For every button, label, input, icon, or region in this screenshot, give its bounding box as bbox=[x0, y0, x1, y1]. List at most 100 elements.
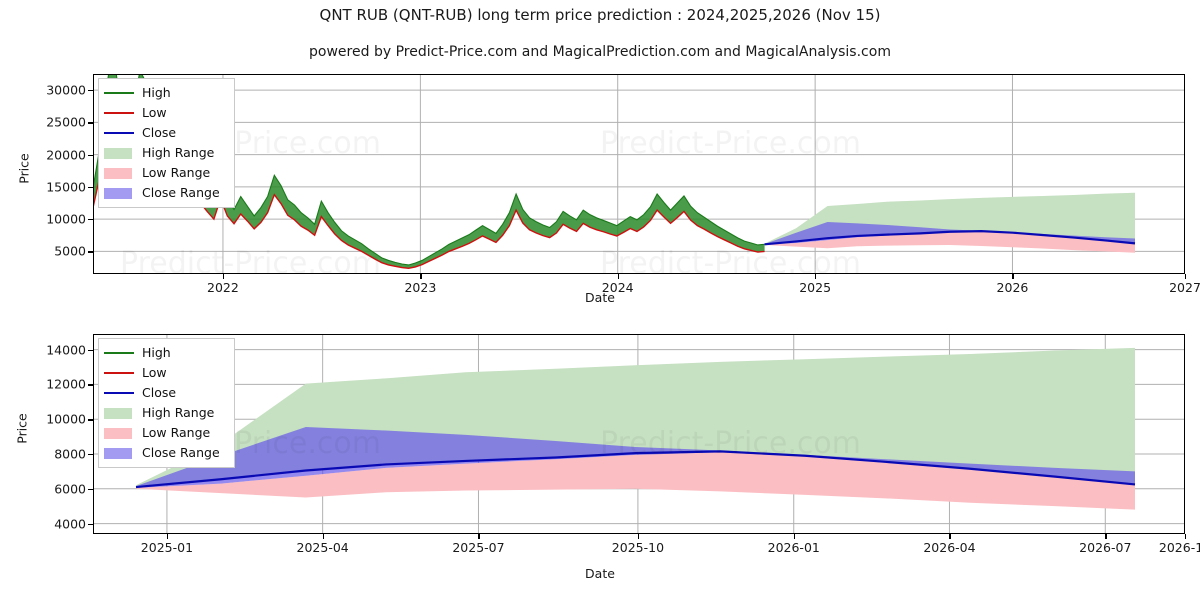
legend-swatch-icon bbox=[104, 426, 134, 440]
history-highlow-band bbox=[93, 74, 765, 269]
legend-item-label: High bbox=[142, 344, 171, 360]
y-tick-label: 12000 bbox=[46, 376, 86, 392]
x-tick-label: 2025-07 bbox=[452, 540, 505, 555]
legend-item-high: High bbox=[104, 83, 228, 103]
legend-item-label: Close Range bbox=[142, 184, 220, 200]
legend-item-label: Low bbox=[142, 104, 167, 120]
x-tick-mark bbox=[1185, 274, 1187, 279]
y-tick-label: 15000 bbox=[46, 179, 86, 195]
y-tick-mark bbox=[88, 90, 93, 92]
x-tick-label: 2026-01 bbox=[767, 540, 820, 555]
close-range-band bbox=[136, 427, 1135, 488]
y-tick-mark bbox=[88, 454, 93, 456]
legend-item-label: High Range bbox=[142, 144, 215, 160]
legend-item-low-range: Low Range bbox=[104, 423, 228, 443]
legend-item-label: Close bbox=[142, 124, 177, 140]
y-tick-mark bbox=[88, 251, 93, 253]
legend-item-label: High bbox=[142, 84, 171, 100]
x-tick-label: 2027 bbox=[1169, 280, 1200, 295]
y-tick-label: 10000 bbox=[46, 211, 86, 227]
overview-x-axis-label: Date bbox=[585, 290, 615, 305]
x-tick-label: 2026 bbox=[996, 280, 1029, 295]
close-range-band bbox=[764, 222, 1135, 245]
legend-item-low: Low bbox=[104, 363, 228, 383]
x-tick-label: 2025-04 bbox=[296, 540, 349, 555]
forecast-x-axis-label: Date bbox=[585, 566, 615, 581]
y-tick-mark bbox=[88, 349, 93, 351]
legend-item-label: Close Range bbox=[142, 444, 220, 460]
legend-swatch-icon bbox=[104, 386, 134, 400]
x-tick-label: 2026-10 bbox=[1158, 540, 1200, 555]
x-tick-mark bbox=[478, 534, 480, 539]
legend-item-label: Low Range bbox=[142, 164, 211, 180]
x-tick-label: 2024 bbox=[601, 280, 634, 295]
legend-swatch-icon bbox=[104, 346, 134, 360]
legend-swatch-icon bbox=[104, 106, 134, 120]
legend-item-low-range: Low Range bbox=[104, 163, 228, 183]
x-tick-mark bbox=[322, 534, 324, 539]
legend-swatch-icon bbox=[104, 406, 134, 420]
legend-item-label: Close bbox=[142, 384, 177, 400]
legend-swatch-icon bbox=[104, 366, 134, 380]
legend-swatch-icon bbox=[104, 146, 134, 160]
x-tick-label: 2026-04 bbox=[923, 540, 976, 555]
y-tick-label: 5000 bbox=[54, 243, 86, 259]
x-tick-label: 2023 bbox=[404, 280, 437, 295]
x-tick-mark bbox=[1185, 534, 1187, 539]
page-title: QNT RUB (QNT-RUB) long term price predic… bbox=[319, 6, 881, 24]
legend-item-high-range: High Range bbox=[104, 143, 228, 163]
forecast-plot-frame bbox=[93, 334, 1185, 534]
x-tick-label: 2026-07 bbox=[1079, 540, 1132, 555]
overview-legend: High Low Close High Range Low Range Close Ran… bbox=[98, 78, 235, 208]
x-tick-mark bbox=[815, 274, 817, 279]
forecast-legend: High Low Close High Range Low Range Close Ran… bbox=[98, 338, 235, 468]
x-tick-label: 2025 bbox=[799, 280, 832, 295]
x-tick-mark bbox=[166, 534, 169, 539]
x-tick-mark bbox=[222, 274, 225, 279]
y-tick-mark bbox=[88, 488, 93, 491]
legend-item-close: Close bbox=[104, 123, 228, 143]
x-tick-label: 2025-10 bbox=[611, 540, 665, 555]
y-tick-mark bbox=[88, 122, 93, 124]
x-tick-label: 2025-01 bbox=[140, 540, 194, 555]
y-tick-label: 20000 bbox=[46, 147, 86, 163]
y-tick-mark bbox=[88, 419, 93, 421]
legend-item-close: Close bbox=[104, 383, 228, 403]
legend-swatch-icon bbox=[104, 446, 134, 460]
x-tick-mark bbox=[1105, 534, 1107, 539]
x-tick-mark bbox=[1012, 274, 1014, 279]
legend-item-close-range: Close Range bbox=[104, 443, 228, 463]
page-subtitle: powered by Predict-Price.com and Magical… bbox=[309, 44, 891, 60]
overview-chart-panel: Price 5000 10000 15000 20000 25000 30000 2022… bbox=[0, 66, 1200, 310]
y-tick-mark bbox=[88, 186, 93, 189]
y-tick-label: 6000 bbox=[54, 481, 86, 497]
legend-item-high: High bbox=[104, 343, 228, 363]
legend-swatch-icon bbox=[104, 166, 134, 180]
y-tick-mark bbox=[88, 523, 93, 525]
y-tick-mark bbox=[88, 154, 93, 156]
y-tick-mark bbox=[88, 219, 93, 221]
x-tick-mark bbox=[949, 534, 951, 539]
legend-swatch-icon bbox=[104, 86, 134, 100]
legend-item-label: Low Range bbox=[142, 424, 211, 440]
x-tick-mark bbox=[793, 534, 796, 539]
y-tick-mark bbox=[88, 384, 93, 386]
x-tick-mark bbox=[617, 274, 619, 279]
x-tick-mark bbox=[420, 274, 422, 279]
overview-plot-frame bbox=[93, 74, 1185, 274]
x-tick-mark bbox=[637, 534, 640, 539]
legend-swatch-icon bbox=[104, 186, 134, 200]
legend-item-label: High Range bbox=[142, 404, 215, 420]
y-tick-label: 4000 bbox=[54, 516, 86, 532]
overview-plot bbox=[93, 74, 1185, 274]
low-range-band bbox=[136, 452, 1135, 510]
x-tick-label: 2022 bbox=[207, 280, 239, 295]
history-low-line bbox=[93, 96, 765, 270]
y-tick-label: 30000 bbox=[46, 82, 86, 98]
legend-item-close-range: Close Range bbox=[104, 183, 228, 203]
legend-item-label: Low bbox=[142, 364, 167, 380]
y-tick-label: 10000 bbox=[46, 411, 86, 427]
forecast-plot bbox=[93, 334, 1185, 534]
legend-item-low: Low bbox=[104, 103, 228, 123]
